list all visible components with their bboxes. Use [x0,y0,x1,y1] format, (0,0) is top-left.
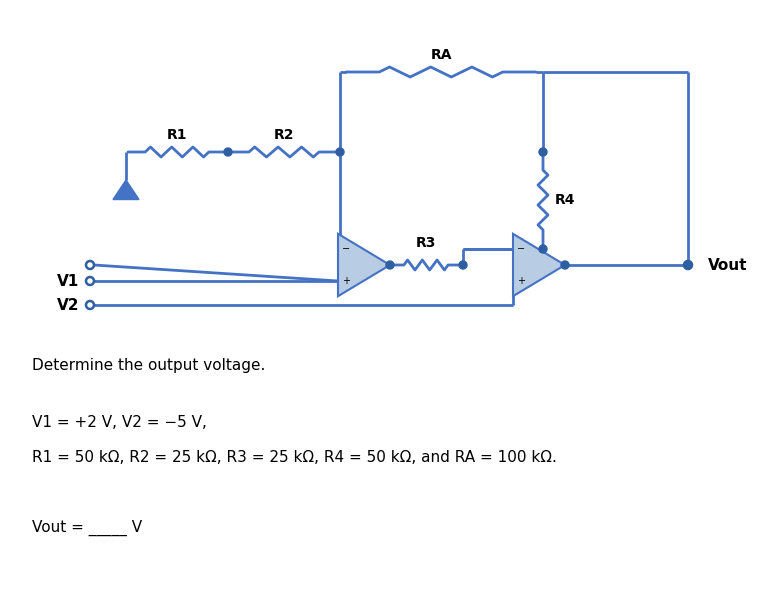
Circle shape [459,261,467,269]
Text: R3: R3 [416,236,436,250]
Text: R1 = 50 kΩ, R2 = 25 kΩ, R3 = 25 kΩ, R4 = 50 kΩ, and RA = 100 kΩ.: R1 = 50 kΩ, R2 = 25 kΩ, R3 = 25 kΩ, R4 =… [32,450,557,465]
Text: V1 = +2 V, V2 = −5 V,: V1 = +2 V, V2 = −5 V, [32,415,207,430]
Text: V2: V2 [57,297,79,313]
Circle shape [224,148,232,156]
Text: Determine the output voltage.: Determine the output voltage. [32,358,266,373]
Circle shape [684,261,692,269]
Text: R4: R4 [554,193,575,207]
Text: R2: R2 [274,128,294,142]
Text: Vout = _____ V: Vout = _____ V [32,520,142,536]
Circle shape [539,148,547,156]
Circle shape [336,148,344,156]
Circle shape [386,261,394,269]
Circle shape [539,245,547,253]
Text: RA: RA [430,48,452,62]
Text: +: + [517,276,525,286]
Polygon shape [513,234,565,296]
Text: +: + [342,276,350,286]
Text: −: − [517,244,525,254]
Circle shape [561,261,569,269]
Polygon shape [338,234,390,296]
Text: R1: R1 [167,128,187,142]
Text: V1: V1 [57,274,79,289]
Text: −: − [342,244,350,254]
Text: Vout: Vout [708,258,748,272]
Polygon shape [113,180,139,199]
